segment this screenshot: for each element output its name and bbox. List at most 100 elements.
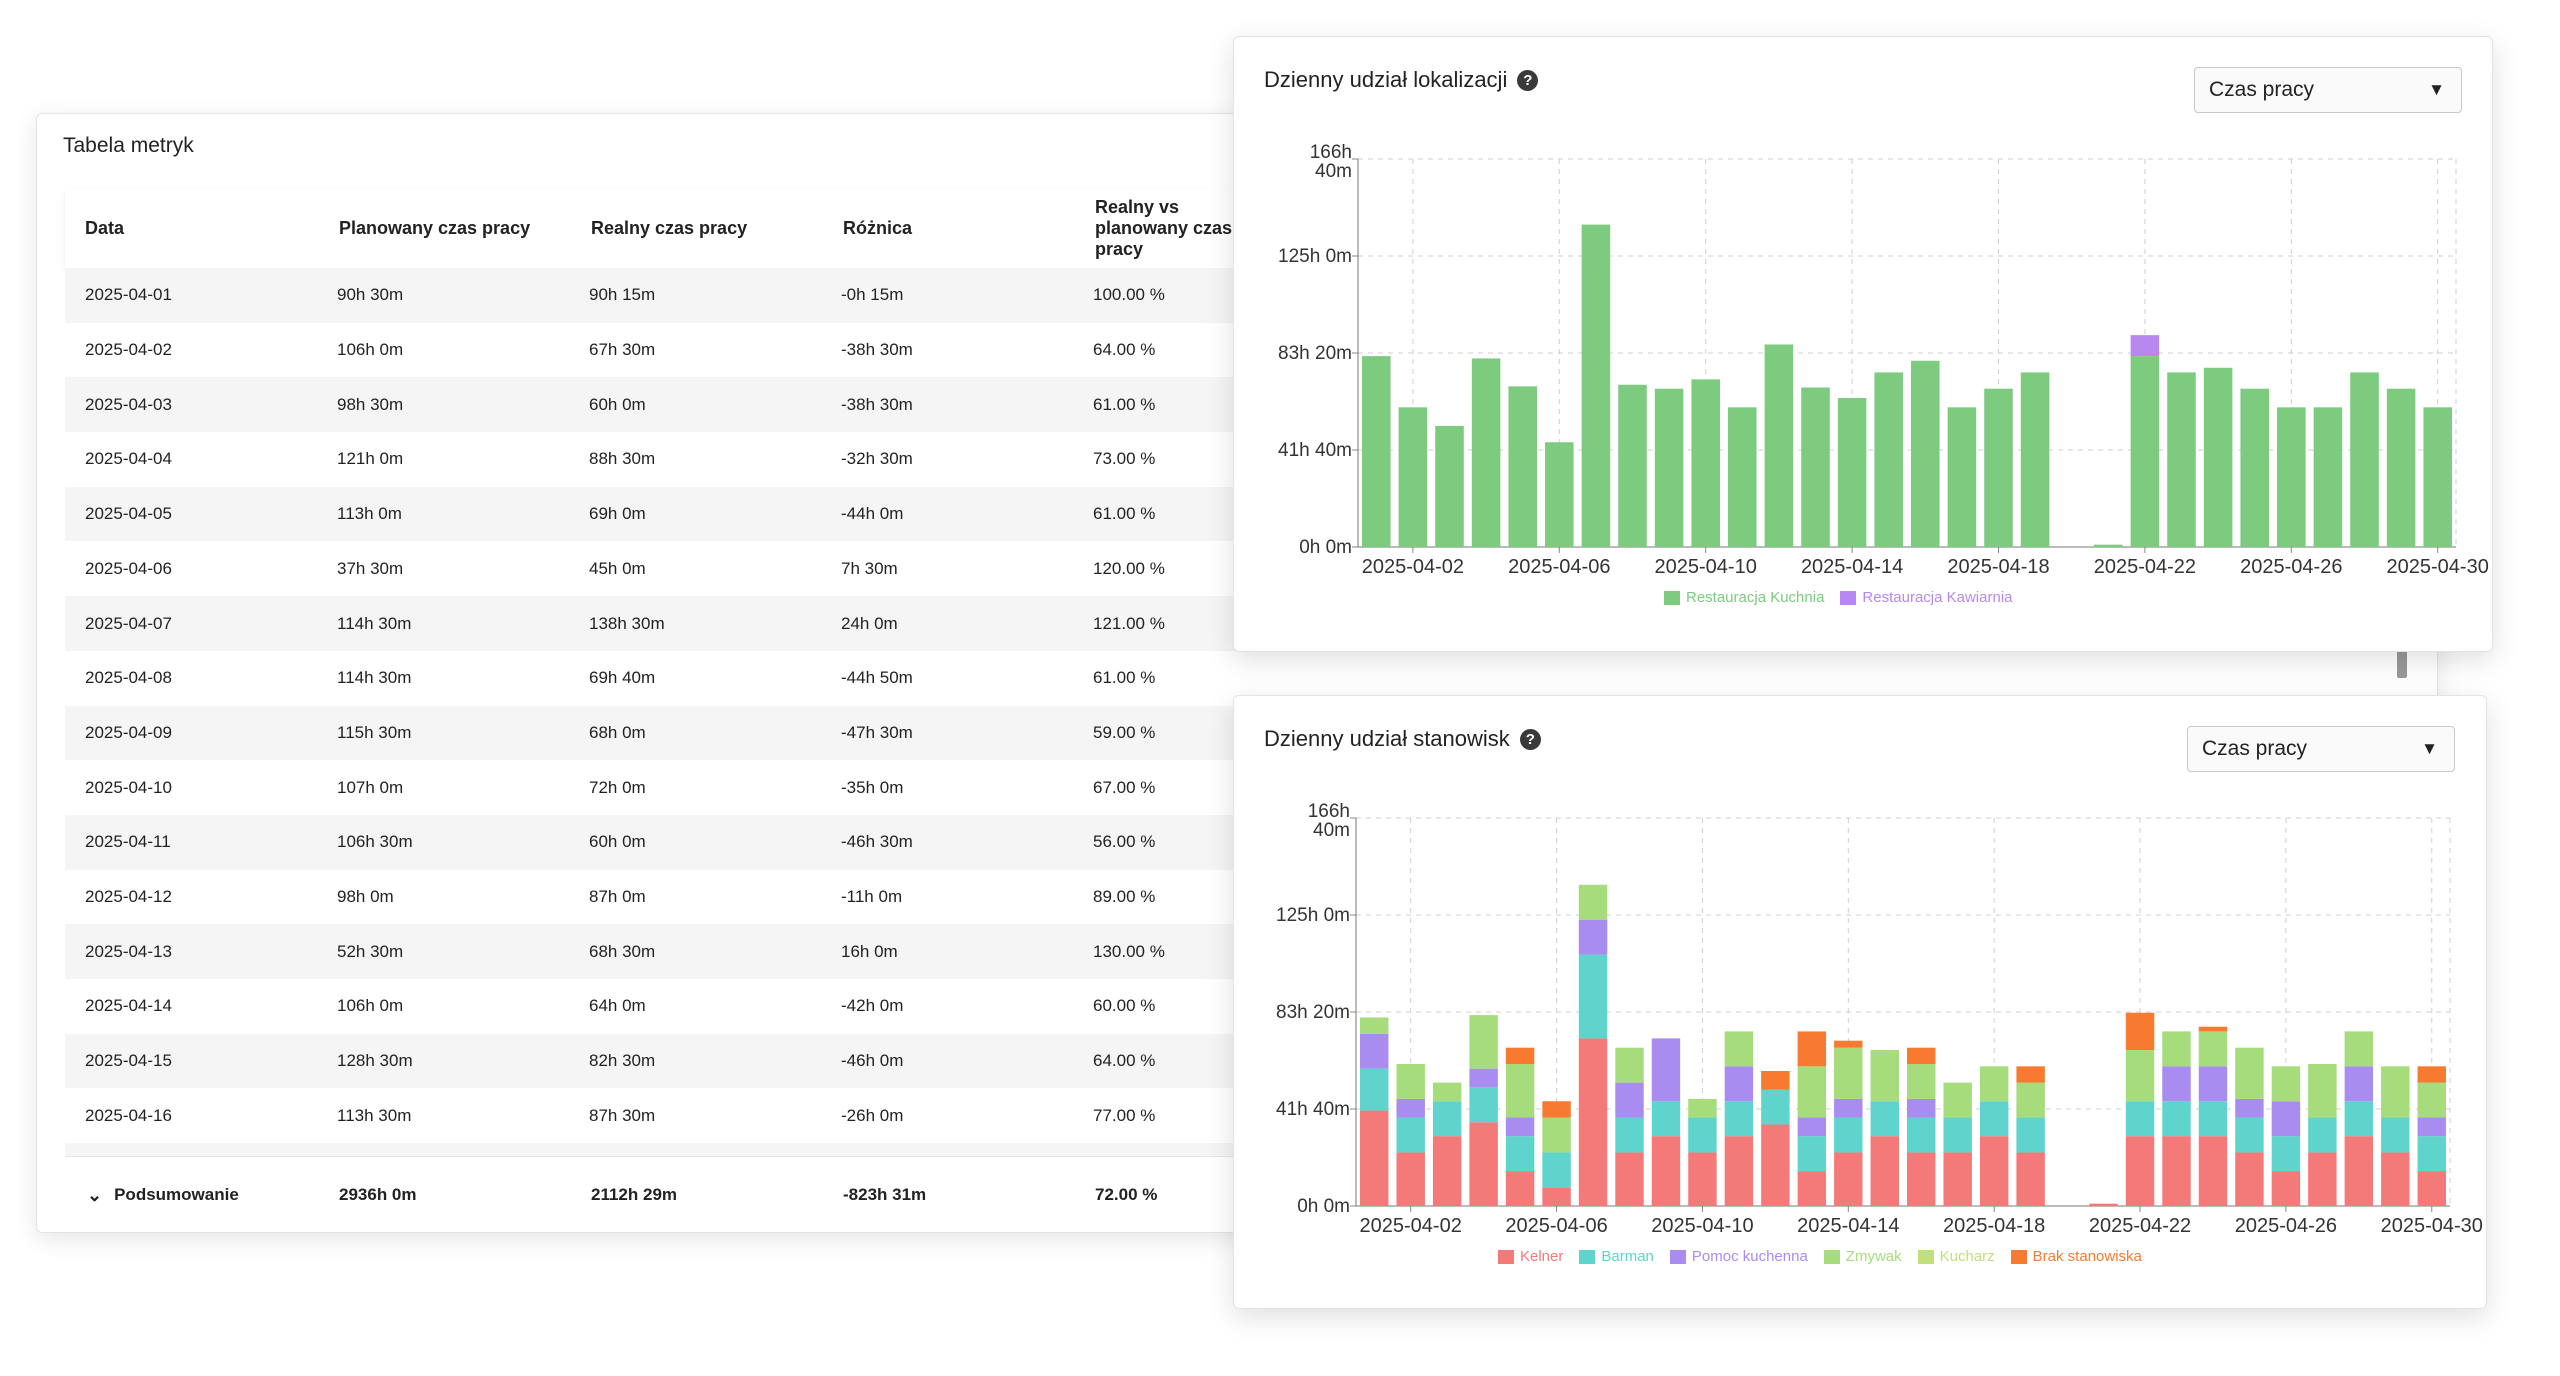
bar-segment[interactable]	[2162, 1101, 2191, 1137]
bar-segment[interactable]	[1651, 1101, 1681, 1137]
bar-segment[interactable]	[2417, 1117, 2446, 1137]
bar-segment[interactable]	[2203, 367, 2233, 547]
help-icon[interactable]: ?	[1517, 69, 1539, 91]
bar-segment[interactable]	[1578, 954, 1608, 1039]
bar-segment[interactable]	[2308, 1117, 2337, 1153]
bar-segment[interactable]	[1360, 1068, 1389, 1111]
bar-segment[interactable]	[1396, 1152, 1425, 1206]
bar-segment[interactable]	[1396, 1098, 1425, 1118]
bar-segment[interactable]	[1979, 1101, 2009, 1137]
bar-segment[interactable]	[1764, 344, 1794, 547]
bar-segment[interactable]	[1396, 1117, 1425, 1153]
bar-segment[interactable]	[2381, 1066, 2410, 1118]
bar-segment[interactable]	[2308, 1063, 2337, 1118]
legend-item[interactable]: Restauracja Kuchnia	[1664, 589, 1824, 606]
bar-segment[interactable]	[1505, 1047, 1535, 1064]
bar-segment[interactable]	[2016, 1117, 2045, 1153]
bar-segment[interactable]	[1618, 384, 1647, 547]
bar-segment[interactable]	[1542, 1152, 1571, 1188]
bar-segment[interactable]	[2198, 1066, 2228, 1102]
bar-segment[interactable]	[2125, 1136, 2155, 1206]
bar-segment[interactable]	[2417, 1082, 2446, 1118]
bar-segment[interactable]	[1943, 1117, 1972, 1153]
bar-segment[interactable]	[1834, 1117, 1863, 1153]
bar-segment[interactable]	[1797, 1117, 1827, 1137]
bar-segment[interactable]	[2125, 1101, 2155, 1137]
bar-segment[interactable]	[2417, 1066, 2446, 1083]
bar-segment[interactable]	[2423, 407, 2452, 547]
bar-segment[interactable]	[1581, 224, 1611, 548]
bar-segment[interactable]	[2162, 1136, 2191, 1206]
bar-segment[interactable]	[1651, 1038, 1681, 1102]
bar-segment[interactable]	[2277, 407, 2306, 547]
bar-segment[interactable]	[1797, 1136, 1827, 1172]
bar-segment[interactable]	[1979, 1066, 2009, 1102]
bar-segment[interactable]	[1362, 356, 1391, 547]
bar-segment[interactable]	[2271, 1136, 2301, 1172]
column-header-date[interactable]: Data	[85, 217, 125, 238]
bar-segment[interactable]	[2094, 544, 2123, 547]
bar-segment[interactable]	[2089, 1203, 2118, 1206]
bar-segment[interactable]	[1907, 1117, 1936, 1153]
bar-segment[interactable]	[1578, 884, 1608, 920]
help-icon[interactable]: ?	[1519, 728, 1541, 750]
bar-segment[interactable]	[1542, 1187, 1571, 1206]
bar-segment[interactable]	[1943, 1082, 1972, 1118]
bar-segment[interactable]	[1870, 1101, 1899, 1137]
bar-segment[interactable]	[1907, 1047, 1936, 1064]
bar-segment[interactable]	[1360, 1110, 1389, 1206]
bar-segment[interactable]	[1542, 1117, 1571, 1153]
bar-segment[interactable]	[2125, 1050, 2155, 1102]
bar-segment[interactable]	[2386, 388, 2416, 547]
table-row[interactable]: 2025-04-10 107h 0m 72h 0m -35h 0m 67.00 %	[65, 760, 2437, 815]
bar-segment[interactable]	[2344, 1136, 2374, 1206]
bar-segment[interactable]	[1615, 1152, 1644, 1206]
bar-segment[interactable]	[1469, 1087, 1498, 1123]
bar-segment[interactable]	[2417, 1171, 2446, 1206]
column-header-ratio[interactable]: Realny vs planowany czas pracy	[1095, 196, 1233, 259]
bar-segment[interactable]	[1615, 1117, 1644, 1153]
bar-segment[interactable]	[2271, 1171, 2301, 1206]
bar-segment[interactable]	[1907, 1063, 1936, 1099]
legend-item[interactable]: Pomoc kuchenna	[1669, 1248, 1808, 1265]
bar-segment[interactable]	[1471, 358, 1501, 547]
summary-toggle[interactable]: ⌄ Podsumowanie	[87, 1157, 239, 1232]
bar-segment[interactable]	[1761, 1089, 1790, 1125]
bar-segment[interactable]	[1360, 1017, 1389, 1034]
column-header-actual[interactable]: Realny czas pracy	[591, 217, 748, 238]
bar-segment[interactable]	[2271, 1066, 2301, 1102]
bar-segment[interactable]	[2162, 1066, 2191, 1102]
bar-segment[interactable]	[2235, 1152, 2264, 1206]
bar-segment[interactable]	[2167, 372, 2196, 547]
bar-segment[interactable]	[2162, 1031, 2191, 1067]
bar-segment[interactable]	[1651, 1136, 1681, 1206]
bar-segment[interactable]	[2130, 335, 2160, 357]
bar-segment[interactable]	[1615, 1082, 1644, 1118]
bar-segment[interactable]	[1615, 1047, 1644, 1083]
bar-segment[interactable]	[1505, 1136, 1535, 1172]
bar-segment[interactable]	[1505, 1171, 1535, 1206]
bar-segment[interactable]	[1761, 1070, 1790, 1090]
bar-segment[interactable]	[1943, 1152, 1972, 1206]
bar-segment[interactable]	[2344, 1066, 2374, 1102]
bar-segment[interactable]	[1469, 1122, 1498, 1206]
bar-segment[interactable]	[2125, 1012, 2155, 1051]
bar-segment[interactable]	[1834, 1040, 1863, 1048]
bar-segment[interactable]	[2198, 1101, 2228, 1137]
bar-segment[interactable]	[1984, 388, 2013, 547]
bar-segment[interactable]	[2271, 1101, 2301, 1137]
bar-segment[interactable]	[2235, 1098, 2264, 1118]
bar-segment[interactable]	[1578, 919, 1608, 955]
bar-segment[interactable]	[1432, 1082, 1462, 1102]
bar-segment[interactable]	[2381, 1117, 2410, 1153]
legend-item[interactable]: Zmywak	[1823, 1248, 1902, 1265]
column-header-planned[interactable]: Planowany czas pracy	[339, 217, 531, 238]
bar-segment[interactable]	[1435, 425, 1464, 547]
bar-segment[interactable]	[1508, 386, 1537, 547]
table-row[interactable]: 2025-04-14 106h 0m 64h 0m -42h 0m 60.00 %	[65, 979, 2437, 1034]
bar-segment[interactable]	[2130, 356, 2160, 547]
bar-segment[interactable]	[1870, 1136, 1899, 1206]
bar-segment[interactable]	[1724, 1101, 1754, 1137]
bar-segment[interactable]	[1542, 1101, 1571, 1118]
table-row[interactable]: 2025-04-12 98h 0m 87h 0m -11h 0m 89.00 %	[65, 870, 2437, 925]
